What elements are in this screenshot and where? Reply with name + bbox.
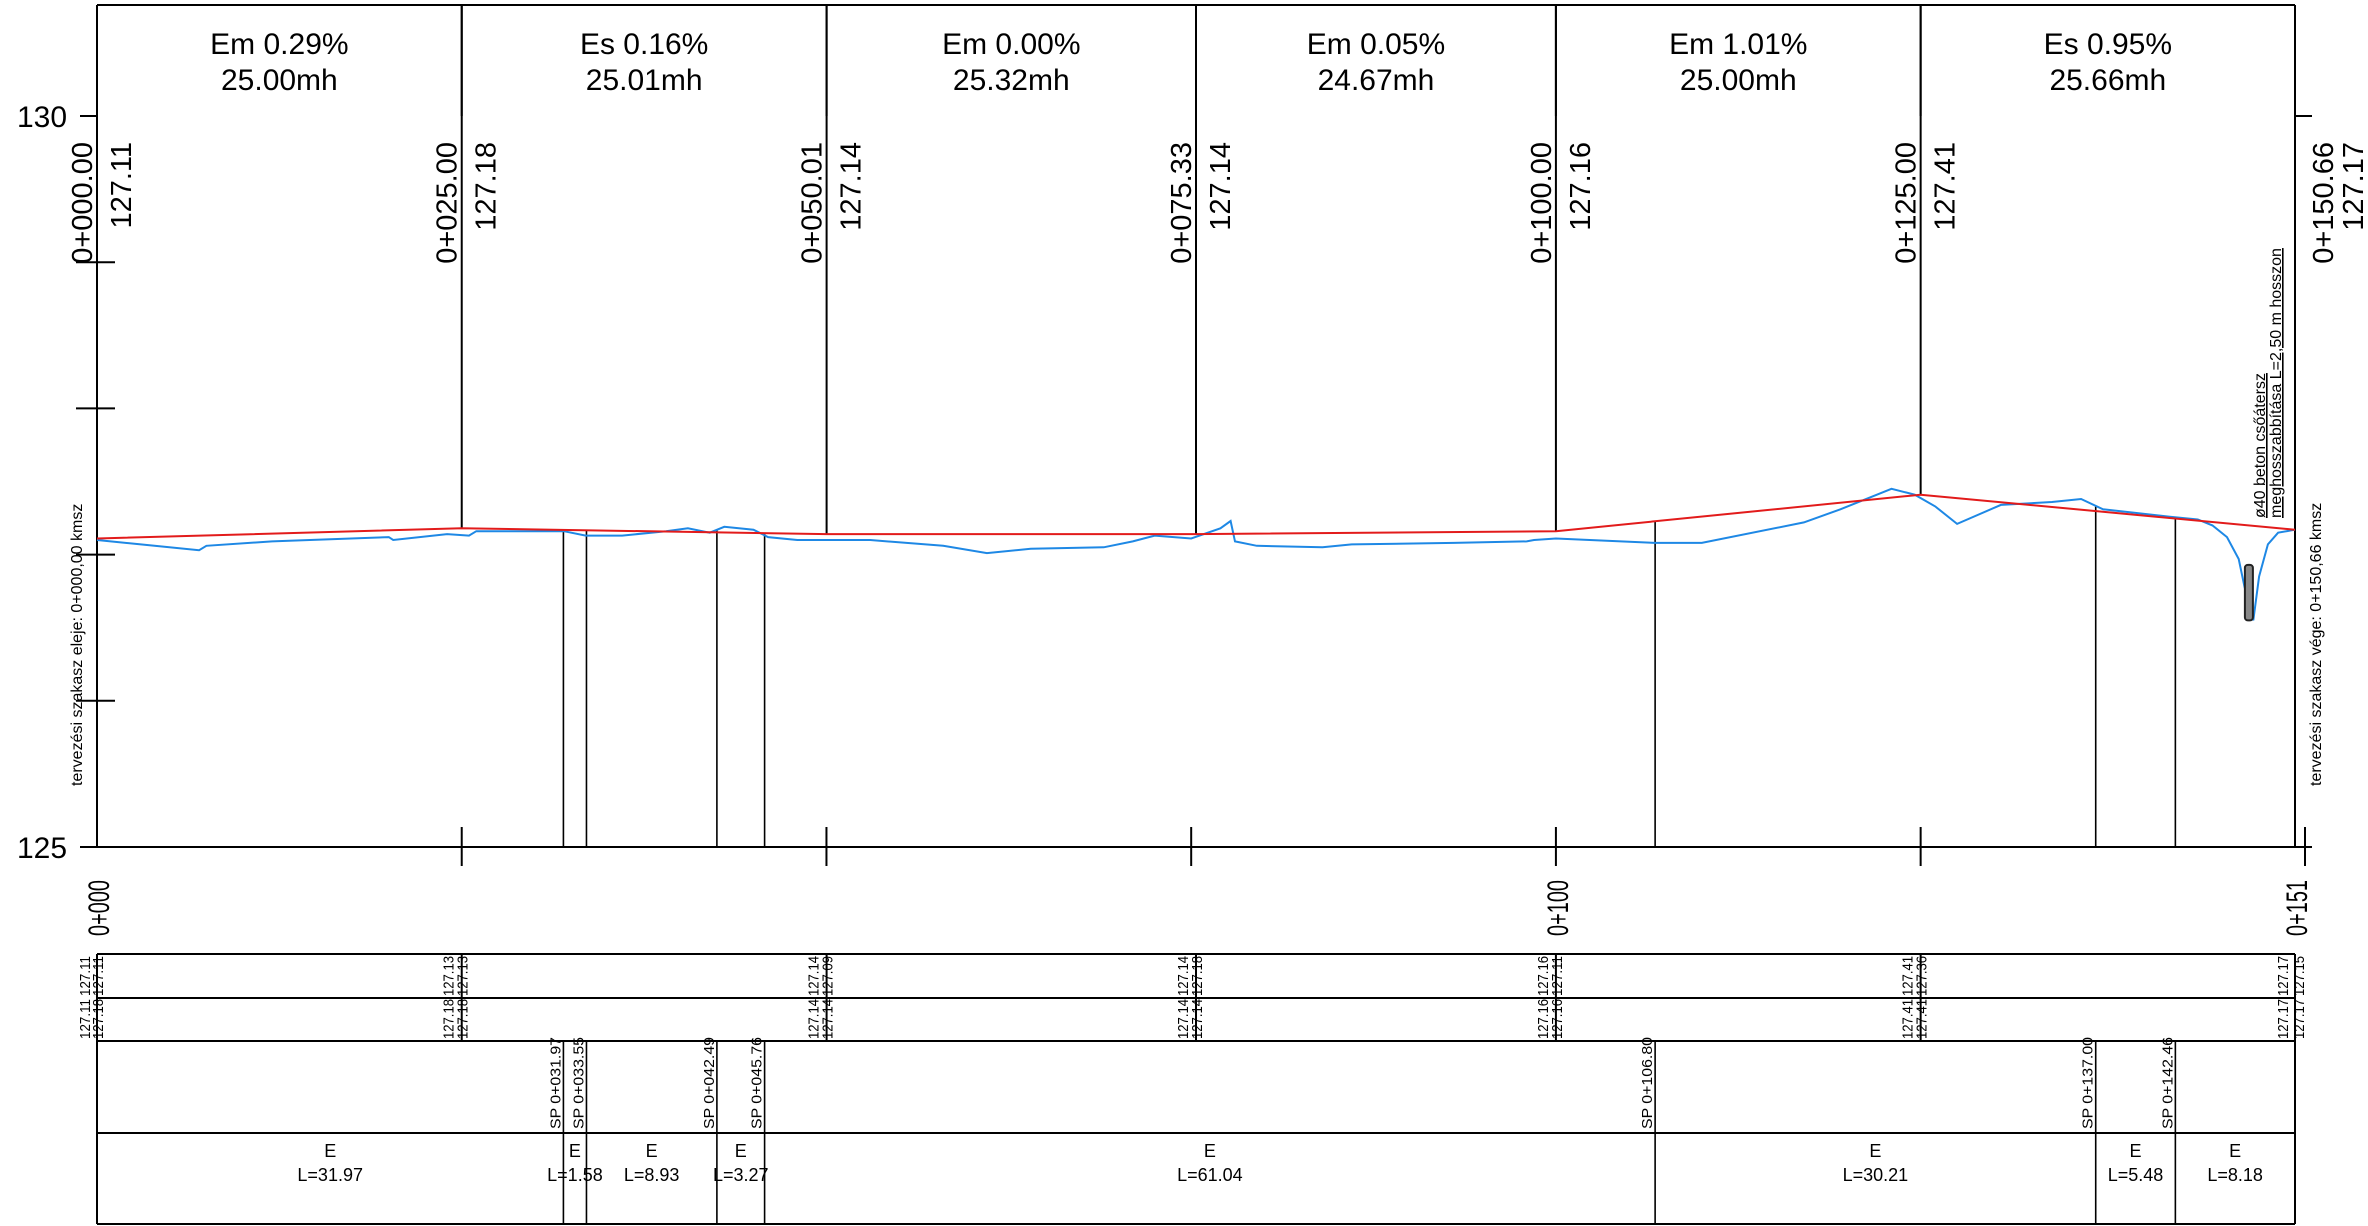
- data-band-table: 127.11127.11127.11127.18127.13127.13127.…: [77, 953, 2308, 1225]
- segment-length: L=1.58: [547, 1165, 603, 1185]
- band-elev-left: 127.41: [1900, 999, 1917, 1039]
- band-elev-left: 127.16: [1535, 999, 1552, 1039]
- segment-type: E: [646, 1141, 658, 1161]
- band-elev-right: 127.41: [1914, 999, 1931, 1039]
- header-length: 24.67mh: [1318, 64, 1435, 97]
- terrain-line: [96, 487, 2296, 621]
- header-grade: Es 0.95%: [2044, 28, 2172, 61]
- segment-type: E: [324, 1141, 336, 1161]
- band-elev-right: 127.11: [90, 956, 107, 996]
- sp-label: SP 0+045.76: [749, 1037, 766, 1129]
- header-length: 25.32mh: [953, 64, 1070, 97]
- band-elev-right: 127.17: [2291, 999, 2308, 1039]
- band-elev-right: 127.14: [820, 999, 837, 1039]
- profile-plot: 130 125 0+000.00 127.11 0+025.00 127.18 0+05…: [17, 5, 2368, 936]
- band-elev-right: 127.18: [90, 999, 107, 1039]
- chainage-label: 0+100: [1542, 880, 1575, 936]
- segment-type: E: [2229, 1141, 2241, 1161]
- station-label: 0+125.00: [1891, 142, 1923, 264]
- header-grade: Em 0.29%: [210, 28, 348, 61]
- segment-length: L=5.48: [2108, 1165, 2164, 1185]
- station-label: 0+075.33: [1166, 142, 1198, 264]
- header-grade: Em 0.05%: [1307, 28, 1445, 61]
- band-elev-left: 127.11: [77, 956, 94, 996]
- culvert-note-line2: meghosszabbítása L=2,50 m hosszon: [2268, 248, 2285, 518]
- band-elev-left: 127.13: [441, 956, 458, 996]
- band-elev-left: 127.17: [2275, 999, 2292, 1039]
- station-elevation: 127.11: [106, 142, 138, 229]
- segment-length: L=31.97: [297, 1165, 363, 1185]
- segment-length: L=3.27: [713, 1165, 769, 1185]
- band-elev-left: 127.14: [806, 999, 823, 1039]
- sp-label: SP 0+142.46: [2159, 1037, 2176, 1129]
- band-elev-right: 127.36: [1914, 956, 1931, 996]
- band-elev-left: 127.14: [1175, 999, 1192, 1039]
- segment-type: E: [2130, 1141, 2142, 1161]
- band-elev-right: 127.11: [1549, 956, 1566, 996]
- segment-length: L=8.18: [2207, 1165, 2263, 1185]
- culvert-symbol: [2243, 563, 2254, 622]
- station-label: 0+150.66: [2308, 142, 2340, 264]
- y-min-label: 125: [17, 832, 67, 865]
- sp-label: SP 0+137.00: [2080, 1037, 2097, 1129]
- start-note: tervezési szakasz eleje: 0+000,00 kmsz: [69, 504, 86, 786]
- band-elev-right: 127.14: [1189, 999, 1206, 1039]
- station-elevation: 127.14: [836, 142, 868, 231]
- station-elevation: 127.14: [1205, 142, 1237, 231]
- band-elev-right: 127.13: [455, 956, 472, 996]
- header-grade: Em 1.01%: [1669, 28, 1807, 61]
- station-elevation: 127.16: [1565, 142, 1597, 231]
- culvert-note-line1: ø40 beton csőátersz: [2252, 373, 2269, 518]
- segment-length: L=8.93: [624, 1165, 680, 1185]
- band-elev-left: 127.14: [1175, 956, 1192, 996]
- design-grade-line: [96, 493, 2296, 540]
- header-length: 25.00mh: [221, 64, 338, 97]
- chainage-label: 0+000: [83, 880, 116, 936]
- band-elev-right: 127.18: [455, 999, 472, 1039]
- station-elevation: 127.41: [1930, 142, 1962, 231]
- band-elev-right: 127.15: [2291, 956, 2308, 996]
- segment-type: E: [735, 1141, 747, 1161]
- band-elev-right: 127.16: [1549, 999, 1566, 1039]
- end-note: tervezési szakasz vége: 0+150,66 kmsz: [2308, 503, 2325, 786]
- header-length: 25.66mh: [2049, 64, 2166, 97]
- station-label: 0+000.00: [67, 142, 99, 264]
- band-elev-left: 127.17: [2275, 956, 2292, 996]
- band-elev-left: 127.11: [77, 999, 94, 1039]
- band-elev-left: 127.16: [1535, 956, 1552, 996]
- y-minor-ticks: [76, 261, 115, 702]
- header-length: 25.01mh: [586, 64, 703, 97]
- segment-type: E: [1869, 1141, 1881, 1161]
- header-length: 25.00mh: [1680, 64, 1797, 97]
- segment-length: L=61.04: [1177, 1165, 1243, 1185]
- y-max-label: 130: [17, 101, 67, 134]
- header-grade: Em 0.00%: [942, 28, 1080, 61]
- station-elevation: 127.17: [2338, 142, 2368, 231]
- station-label: 0+100.00: [1526, 142, 1558, 264]
- band-elev-left: 127.41: [1900, 956, 1917, 996]
- sp-label: SP 0+031.97: [547, 1037, 564, 1129]
- station-elevation: 127.18: [471, 142, 503, 231]
- sp-label: SP 0+106.80: [1639, 1037, 1656, 1129]
- chainage-label: 0+151: [2281, 880, 2314, 936]
- segment-length: L=30.21: [1843, 1165, 1909, 1185]
- band-elev-left: 127.14: [806, 956, 823, 996]
- sp-label: SP 0+042.49: [701, 1037, 718, 1129]
- station-label: 0+050.01: [797, 142, 829, 264]
- segment-type: E: [1204, 1141, 1216, 1161]
- band-elev-right: 127.18: [1189, 956, 1206, 996]
- segment-type: E: [569, 1141, 581, 1161]
- band-elev-right: 127.09: [820, 956, 837, 996]
- sp-label: SP 0+033.55: [570, 1037, 587, 1129]
- station-label: 0+025.00: [432, 142, 464, 264]
- band-elev-left: 127.18: [441, 999, 458, 1039]
- header-grade: Es 0.16%: [580, 28, 708, 61]
